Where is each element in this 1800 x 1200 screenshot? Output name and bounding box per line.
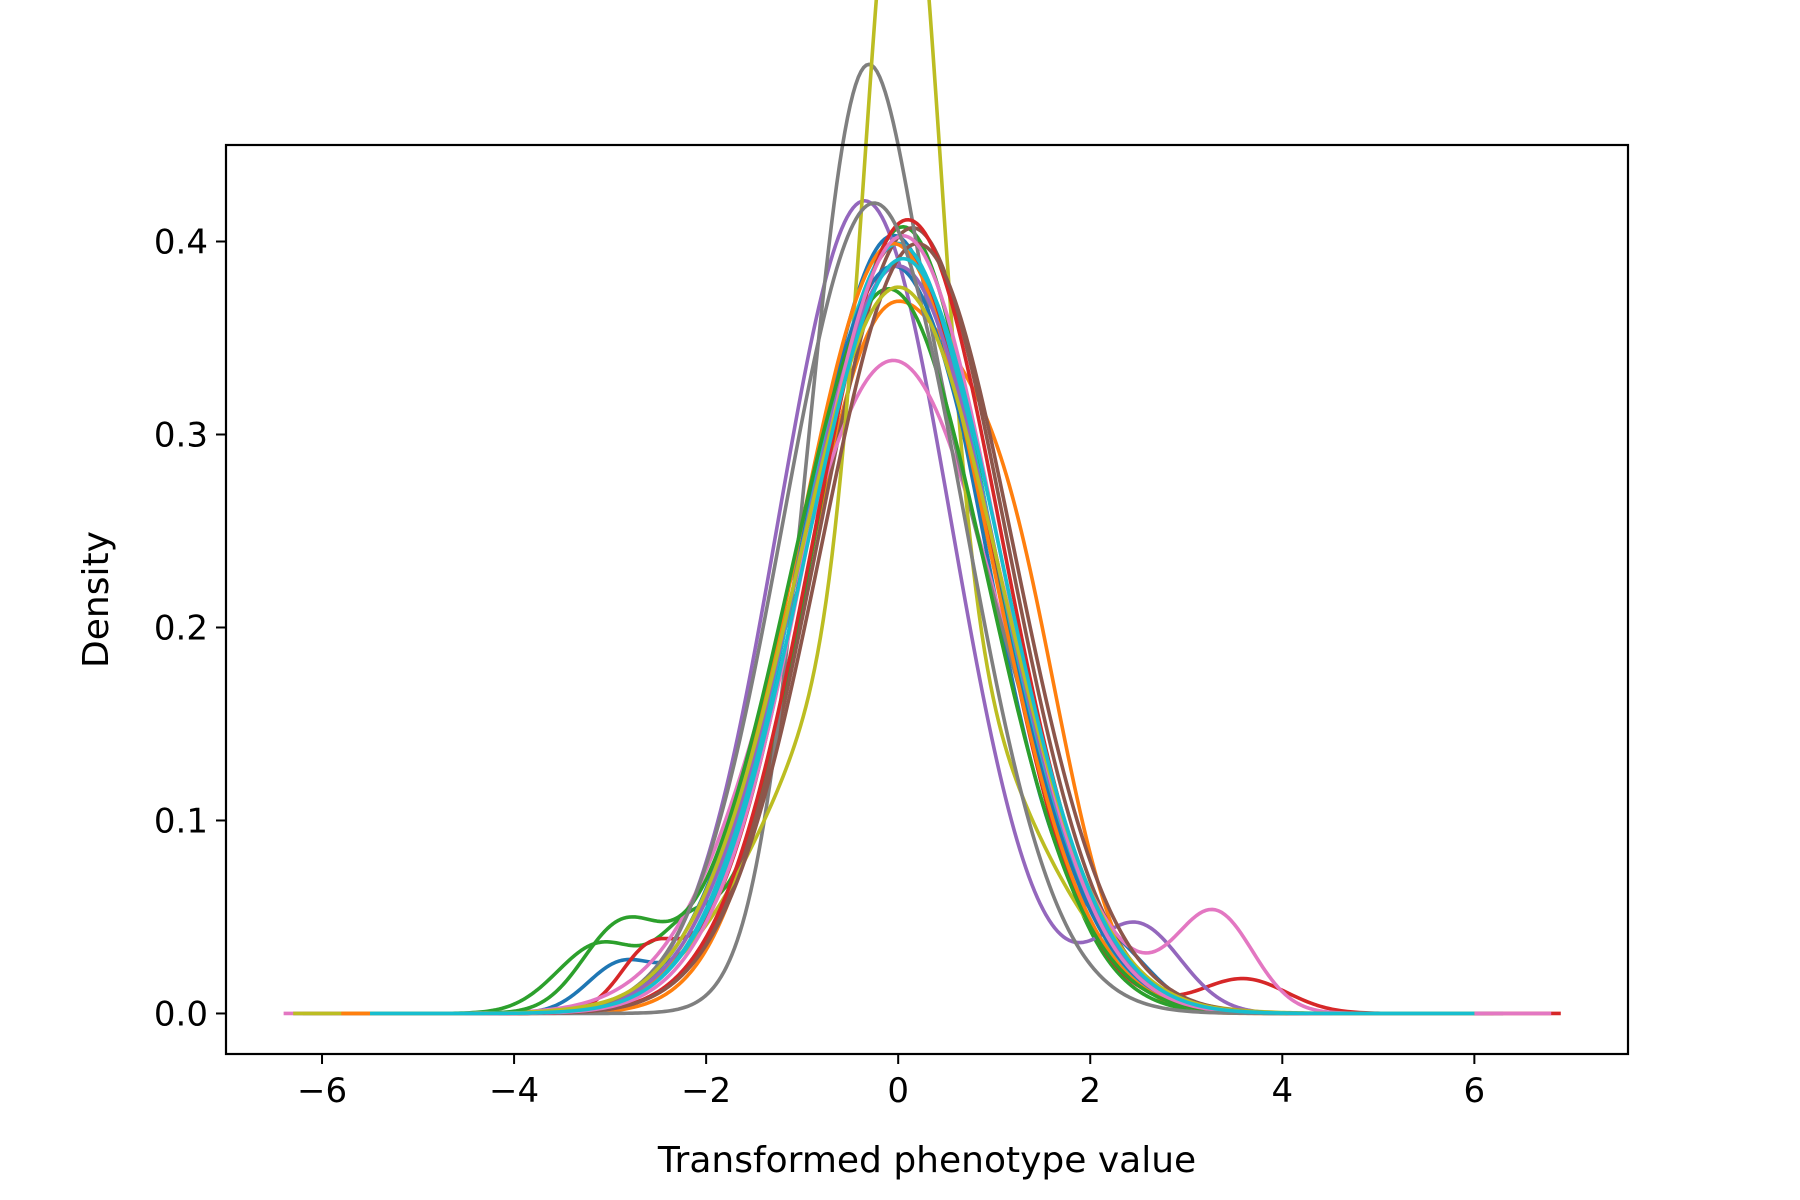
x-axis-label: Transformed phenotype value (657, 1140, 1196, 1181)
y-tick-label: 0.4 (154, 222, 208, 262)
plot-frame (224, 143, 1630, 1056)
density-curve (331, 198, 1484, 1016)
density-curve (370, 264, 1475, 1016)
x-tick-label: 2 (1079, 1071, 1101, 1111)
density-curve (293, 233, 1465, 1016)
density-curve (370, 217, 1475, 1016)
y-tick-label: 0.0 (154, 994, 208, 1034)
density-curve (283, 358, 1552, 1016)
y-axis-ticks: 0.0 0.1 0.2 0.3 0.4 (154, 222, 226, 1034)
density-curve (370, 285, 1475, 1016)
density-curve (379, 62, 1456, 1016)
density-curve (370, 201, 1475, 1016)
y-tick-label: 0.2 (154, 608, 208, 648)
x-tick-label: −2 (681, 1071, 731, 1111)
density-curve (293, 0, 1446, 1016)
x-tick-label: 0 (887, 1071, 909, 1111)
density-curve (341, 241, 1475, 1016)
density-curve (370, 287, 1475, 1016)
x-tick-label: −6 (297, 1071, 347, 1111)
y-tick-label: 0.3 (154, 415, 208, 455)
x-axis-ticks: −6 −4 −2 0 2 4 6 (297, 1054, 1485, 1111)
y-axis-label: Density (76, 531, 117, 668)
density-curves (283, 0, 1561, 1016)
density-curve (370, 264, 1475, 1016)
x-tick-label: −4 (489, 1071, 539, 1111)
density-curve (370, 233, 1475, 1016)
y-tick-label: 0.1 (154, 801, 208, 841)
density-curve (370, 256, 1475, 1016)
x-tick-label: 4 (1271, 1071, 1293, 1111)
density-curve (312, 299, 1494, 1016)
x-tick-label: 6 (1464, 1071, 1486, 1111)
density-curve (302, 225, 1475, 1016)
